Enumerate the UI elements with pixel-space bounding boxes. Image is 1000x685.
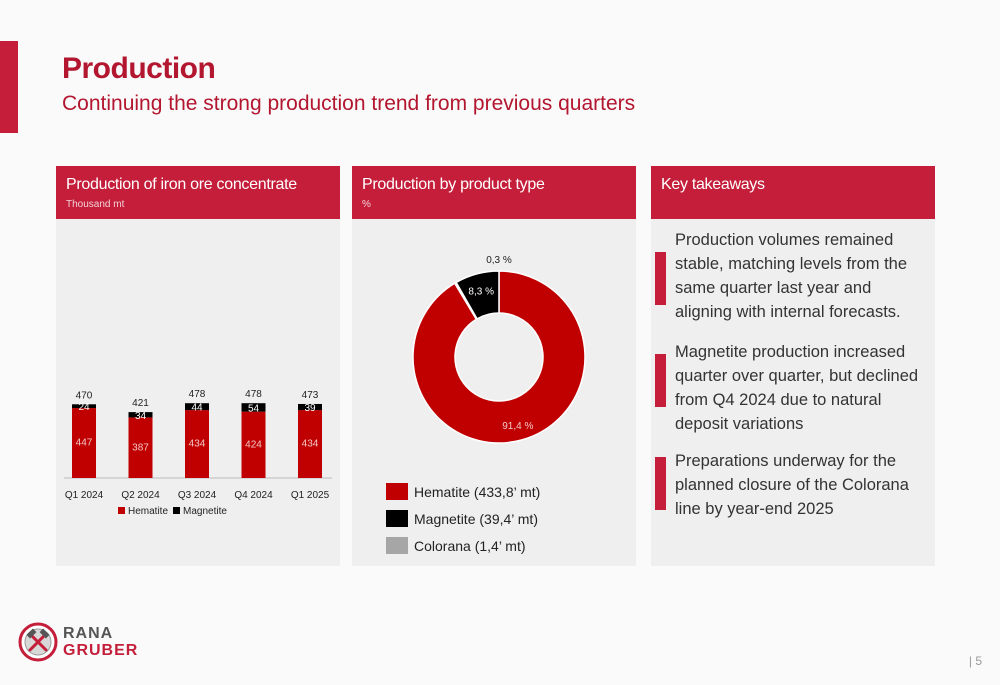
bar-total-label: 478 <box>245 389 262 400</box>
takeaway-marker <box>655 354 666 407</box>
takeaway-text: Preparations underway for the planned cl… <box>675 452 909 518</box>
bar-chart-title: Production of iron ore concentrate <box>66 176 297 193</box>
bar-label-magnetite: 24 <box>78 402 90 413</box>
page-number: | 5 <box>968 654 982 668</box>
legend-label-hematite: Hematite (433,8’ mt) <box>414 483 541 500</box>
donut-chart-panel-header: Production by product type % <box>352 166 636 219</box>
bar-hematite <box>128 417 153 478</box>
bar-label-magnetite: 34 <box>135 411 147 422</box>
legend-item-colorana: Colorana (1,4’ mt) <box>386 532 540 559</box>
legend-swatch-hematite <box>386 483 408 500</box>
bar-hematite <box>298 410 322 478</box>
legend-swatch-hematite <box>118 507 125 514</box>
donut-label-colorana: 0,3 % <box>486 255 512 266</box>
donut-chart-panel: Production by product type % 91,4 % 8,3 %… <box>352 166 636 566</box>
legend-label-hematite: Hematite <box>128 506 168 517</box>
takeaway-text: Magnetite production increased quarter o… <box>675 343 919 433</box>
bar-label-magnetite: 39 <box>304 403 316 414</box>
takeaway-marker <box>655 457 666 510</box>
x-tick-label: Q2 2024 <box>121 490 160 501</box>
logo-line2: GRUBER <box>63 642 139 659</box>
legend-label-colorana: Colorana (1,4’ mt) <box>414 537 526 554</box>
bar-magnetite <box>72 404 96 409</box>
donut-slice-magnetite <box>455 270 500 320</box>
bar-magnetite <box>185 403 209 411</box>
page-subtitle: Continuing the strong production trend f… <box>62 92 636 115</box>
x-tick-label: Q1 2025 <box>291 490 330 501</box>
bar-label-magnetite: 44 <box>191 403 203 414</box>
bar-chart-panel-header: Production of iron ore concentrate Thous… <box>56 166 340 219</box>
bar-chart-unit: Thousand mt <box>66 199 125 210</box>
bar-total-label: 478 <box>189 389 206 400</box>
donut-chart: 91,4 % 8,3 % 0,3 % <box>412 255 586 444</box>
legend-swatch-colorana <box>386 537 408 554</box>
legend-label-magnetite: Magnetite (39,4’ mt) <box>414 510 538 527</box>
donut-chart-title: Production by product type <box>362 176 545 193</box>
page-title: Production <box>62 52 216 85</box>
takeaway-marker <box>655 252 666 305</box>
bar-hematite <box>72 408 96 478</box>
bar-label-magnetite: 54 <box>248 403 260 414</box>
takeaways-title: Key takeaways <box>661 176 765 193</box>
takeaway-text: Production volumes remained stable, matc… <box>675 231 908 321</box>
logo-line1: RANA <box>63 625 114 642</box>
donut-legend: Hematite (433,8’ mt) Magnetite (39,4’ mt… <box>386 478 540 559</box>
bar-magnetite <box>241 403 266 412</box>
legend-item-hematite: Hematite (433,8’ mt) <box>386 478 540 505</box>
logo-wordmark: RANA GRUBER <box>63 625 138 659</box>
legend-label-magnetite: Magnetite <box>183 506 227 517</box>
bar-magnetite <box>298 403 322 411</box>
takeaways-panel-header: Key takeaways <box>651 166 935 219</box>
bar-label-hematite: 387 <box>132 443 149 454</box>
bar-total-label: 470 <box>76 390 93 401</box>
bar-label-hematite: 424 <box>245 439 262 450</box>
hammers-emblem-icon <box>18 622 58 662</box>
company-logo: RANA GRUBER <box>18 622 138 662</box>
takeaways-panel: Key takeaways Production volumes remaine… <box>651 166 935 566</box>
bar-total-label: 421 <box>132 398 149 409</box>
bar-hematite <box>241 411 266 478</box>
x-tick-label: Q1 2024 <box>65 490 104 501</box>
title-accent-bar <box>0 41 18 133</box>
legend-swatch-magnetite <box>386 510 408 527</box>
bar-total-label: 473 <box>302 390 319 401</box>
bar-label-hematite: 434 <box>302 439 319 450</box>
legend-item-magnetite: Magnetite (39,4’ mt) <box>386 505 540 532</box>
x-tick-label: Q3 2024 <box>178 490 217 501</box>
bar-label-hematite: 434 <box>189 439 206 450</box>
bar-label-hematite: 447 <box>76 438 93 449</box>
bar-hematite <box>185 410 209 478</box>
bar-magnetite <box>128 412 153 418</box>
legend-swatch-magnetite <box>173 507 180 514</box>
donut-chart-unit: % <box>362 199 371 210</box>
donut-label-magnetite: 8,3 % <box>468 286 494 297</box>
bar-chart-panel: Production of iron ore concentrate Thous… <box>56 166 340 566</box>
donut-slice-hematite <box>412 270 586 444</box>
x-tick-label: Q4 2024 <box>234 490 273 501</box>
donut-label-hematite: 91,4 % <box>502 421 533 432</box>
